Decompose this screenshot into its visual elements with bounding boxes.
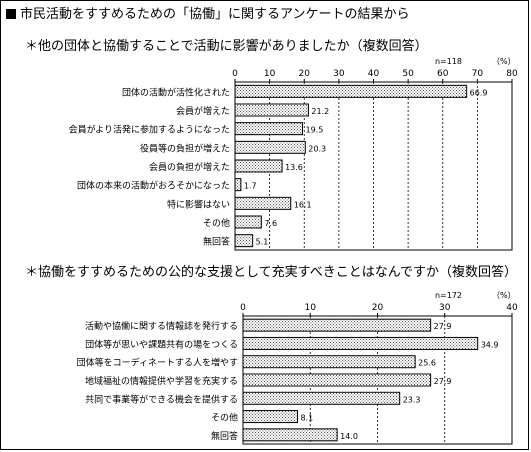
tick-label: 60 — [437, 69, 449, 79]
value-label: 27.9 — [434, 322, 452, 331]
category-label: 団体の活動が活性化された — [122, 86, 230, 98]
tick-label: 30 — [333, 69, 345, 79]
chart-2-title: ＊協働をすすめるための公的な支援として充実すべきことはなんですか（複数回答） — [25, 264, 517, 280]
tick-label: 30 — [439, 303, 451, 313]
bar — [242, 428, 338, 442]
tick-label: 80 — [506, 69, 518, 79]
chart-2-value-labels: 27.9 34.9 25.6 27.9 23.3 8.1 14.0 — [300, 322, 498, 441]
bar — [234, 196, 292, 210]
chart-2-n-label: n=172 — [435, 291, 462, 300]
value-label: 20.3 — [308, 144, 326, 153]
tick-label: 20 — [299, 69, 311, 79]
bar — [234, 234, 254, 248]
category-label: 特に影響はない — [167, 198, 230, 210]
value-label: 16.1 — [294, 200, 312, 209]
tick-label: 10 — [264, 69, 276, 79]
value-label: 5.1 — [256, 238, 269, 247]
category-label: その他 — [211, 412, 238, 424]
tick-label: 20 — [372, 303, 384, 313]
bar — [234, 215, 262, 229]
chart-2-bars — [242, 318, 479, 442]
bar — [234, 178, 242, 192]
value-label: 25.6 — [418, 359, 436, 368]
category-label: その他 — [203, 217, 230, 229]
chart-1-unit-label: （%） — [492, 57, 516, 66]
category-label: 無回答 — [211, 430, 238, 442]
tick-label: 50 — [402, 69, 414, 79]
chart-2-tick-labels: 0 10 20 30 40 — [240, 303, 518, 313]
value-label: 8.1 — [300, 414, 313, 423]
page-title-text: 市民活動をすすめるための「協働」に関するアンケートの結果から — [20, 7, 410, 22]
bar — [242, 318, 432, 332]
value-label: 1.7 — [244, 182, 257, 191]
bar — [234, 84, 468, 98]
value-label: 34.9 — [481, 340, 499, 349]
value-label: 19.5 — [306, 126, 324, 135]
category-label: 活動や協働に関する情報誌を発行する — [85, 320, 238, 332]
page-title: 市民活動をすすめるための「協働」に関するアンケートの結果から — [6, 3, 409, 22]
bar — [242, 355, 416, 369]
category-label: 団体の本来の活動がおろそかになった — [77, 180, 230, 192]
category-label: 会員の負担が増えた — [149, 161, 230, 173]
category-label: 役員等の負担が増えた — [140, 142, 230, 154]
category-label: 共同で事業等ができる機会を提供する — [85, 393, 238, 405]
tick-label: 40 — [506, 303, 518, 313]
value-label: 27.9 — [434, 377, 452, 386]
category-label: 会員が増えた — [176, 105, 230, 117]
value-label: 21.2 — [311, 107, 329, 116]
chart-1: ＊他の団体と協働することで活動に影響がありましたか（複数回答） n=118 （%… — [25, 38, 518, 251]
bar — [242, 410, 298, 424]
category-label: 会員がより活発に参加するようになった — [69, 124, 230, 136]
chart-2-plot-area — [242, 315, 513, 445]
category-label: 地域福祉の情報提供や学習を充実する — [85, 375, 238, 387]
bar — [234, 159, 283, 173]
chart-2-category-labels: 活動や協働に関する情報誌を発行する団体等が思いや課題共有の場をつくる団体等をコー… — [77, 320, 238, 442]
chart-2-unit-label: （%） — [492, 291, 516, 300]
chart-2: ＊協働をすすめるための公的な支援として充実すべきことはなんですか（複数回答） n… — [25, 264, 518, 445]
tick-label: 0 — [240, 303, 246, 313]
category-label: 無回答 — [203, 236, 230, 248]
value-label: 23.3 — [403, 395, 421, 404]
chart-1-category-labels: 団体の活動が活性化された会員が増えた会員がより活発に参加するようになった役員等の… — [69, 86, 230, 247]
black-square-icon — [6, 9, 16, 19]
bar — [234, 140, 306, 154]
chart-1-plot-area — [234, 81, 513, 251]
value-label: 14.0 — [340, 432, 358, 441]
category-label: 団体等が思いや課題共有の場をつくる — [85, 338, 238, 350]
chart-1-tick-labels: 0 10 20 30 40 50 60 70 80 — [232, 69, 518, 79]
value-label: 66.9 — [470, 88, 488, 97]
category-label: 団体等をコーディネートする人を増やす — [77, 357, 238, 369]
tick-label: 10 — [305, 303, 317, 313]
tick-label: 0 — [232, 69, 238, 79]
tick-label: 40 — [368, 69, 380, 79]
bar — [242, 391, 401, 405]
bar — [242, 373, 432, 387]
bar — [234, 122, 304, 136]
chart-1-n-label: n=118 — [435, 57, 462, 66]
value-label: 13.6 — [285, 163, 303, 172]
bar — [234, 103, 309, 117]
bar — [242, 336, 479, 350]
value-label: 7.6 — [264, 219, 277, 228]
tick-label: 70 — [472, 69, 484, 79]
chart-1-value-labels: 66.9 21.2 19.5 20.3 13.6 1.7 16.1 7.6 5.1 — [244, 88, 488, 246]
chart-1-title: ＊他の団体と協働することで活動に影響がありましたか（複数回答） — [25, 38, 428, 54]
